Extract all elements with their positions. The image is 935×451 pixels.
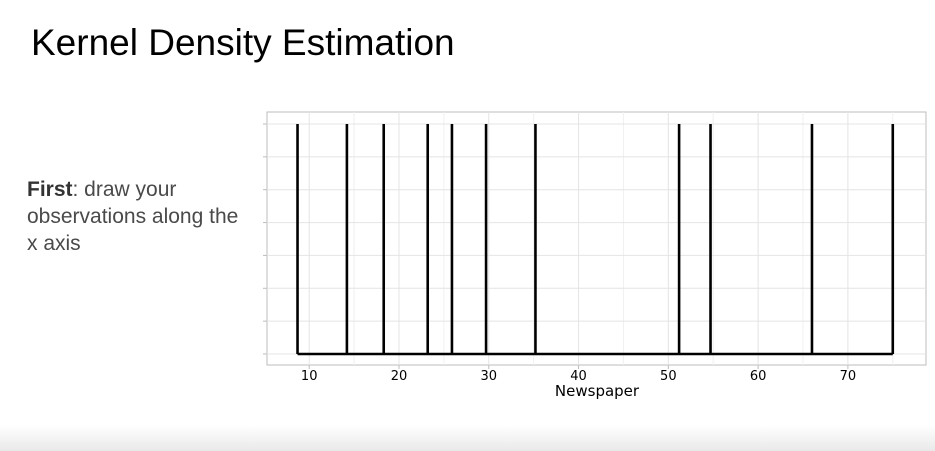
- x-tick-label: 50: [660, 369, 677, 384]
- slide-title: Kernel Density Estimation: [31, 22, 455, 63]
- rug-lines: [296, 124, 895, 354]
- x-tick-label: 70: [840, 369, 857, 384]
- instruction-bold: First: [27, 178, 73, 201]
- instruction-rest: : draw your observations along the x axi…: [27, 178, 239, 255]
- plot-frame: [266, 111, 927, 366]
- x-tick-label: 60: [750, 369, 767, 384]
- x-tick-label: 30: [480, 369, 497, 384]
- x-ticks: 10 20 30 40 50 60 70: [301, 365, 856, 384]
- x-tick-label: 10: [301, 369, 318, 384]
- x-axis-label: Newspaper: [555, 382, 640, 400]
- x-tick-label: 40: [570, 369, 587, 384]
- bottom-shade: [0, 425, 935, 451]
- x-tick-label: 20: [391, 369, 408, 384]
- instruction-text: First: draw your observations along the …: [27, 176, 247, 257]
